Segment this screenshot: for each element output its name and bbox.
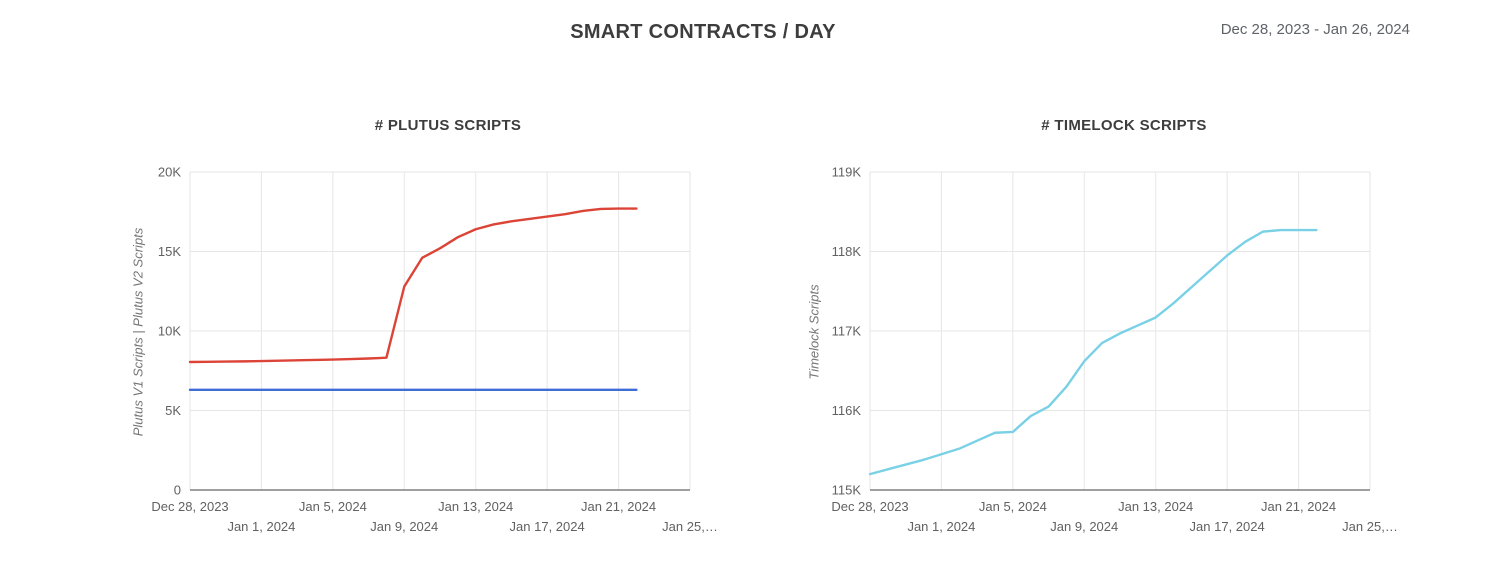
plutus-chart-title: # PLUTUS SCRIPTS (374, 117, 522, 134)
svg-text:Jan 17, 2024: Jan 17, 2024 (1190, 519, 1265, 534)
svg-text:Jan 5, 2024: Jan 5, 2024 (979, 499, 1047, 514)
svg-text:Jan 21, 2024: Jan 21, 2024 (581, 499, 656, 514)
page-title: SMART CONTRACTS / DAY (570, 21, 836, 43)
svg-text:Jan 9, 2024: Jan 9, 2024 (1050, 519, 1118, 534)
timelock-chart-title: # TIMELOCK SCRIPTS (1041, 117, 1207, 134)
svg-text:117K: 117K (832, 324, 862, 339)
svg-text:10K: 10K (158, 324, 181, 339)
timelock-chart-plot[interactable]: 115K 116K 117K 118K 119K Dec 28, 2023 Jan 1, 2… (810, 160, 1410, 542)
svg-text:Dec 28, 2023: Dec 28, 2023 (151, 499, 228, 514)
svg-text:Jan 13, 2024: Jan 13, 2024 (1118, 499, 1193, 514)
svg-text:116K: 116K (832, 403, 862, 418)
svg-text:Jan 5, 2024: Jan 5, 2024 (299, 499, 367, 514)
svg-text:115K: 115K (832, 483, 862, 498)
svg-text:118K: 118K (832, 244, 862, 259)
svg-text:Jan 25,…: Jan 25,… (662, 519, 718, 534)
svg-text:119K: 119K (832, 165, 862, 180)
plutus-chart-plot[interactable]: 0 5K 10K 15K 20K Dec 28, 2023 Jan 1, 2024 Jan 5… (130, 160, 730, 542)
svg-text:Jan 9, 2024: Jan 9, 2024 (370, 519, 438, 534)
date-range-label: Dec 28, 2023 - Jan 26, 2024 (1220, 21, 1410, 38)
svg-text:Jan 21, 2024: Jan 21, 2024 (1261, 499, 1336, 514)
svg-text:Jan 25,…: Jan 25,… (1342, 519, 1398, 534)
svg-text:0: 0 (174, 483, 181, 498)
svg-text:Jan 13, 2024: Jan 13, 2024 (438, 499, 513, 514)
svg-text:5K: 5K (165, 403, 181, 418)
svg-text:Jan 1, 2024: Jan 1, 2024 (227, 519, 295, 534)
svg-text:Jan 17, 2024: Jan 17, 2024 (510, 519, 585, 534)
svg-text:20K: 20K (158, 165, 181, 180)
svg-text:15K: 15K (158, 244, 181, 259)
svg-text:Dec 28, 2023: Dec 28, 2023 (831, 499, 908, 514)
svg-text:Jan 1, 2024: Jan 1, 2024 (907, 519, 975, 534)
